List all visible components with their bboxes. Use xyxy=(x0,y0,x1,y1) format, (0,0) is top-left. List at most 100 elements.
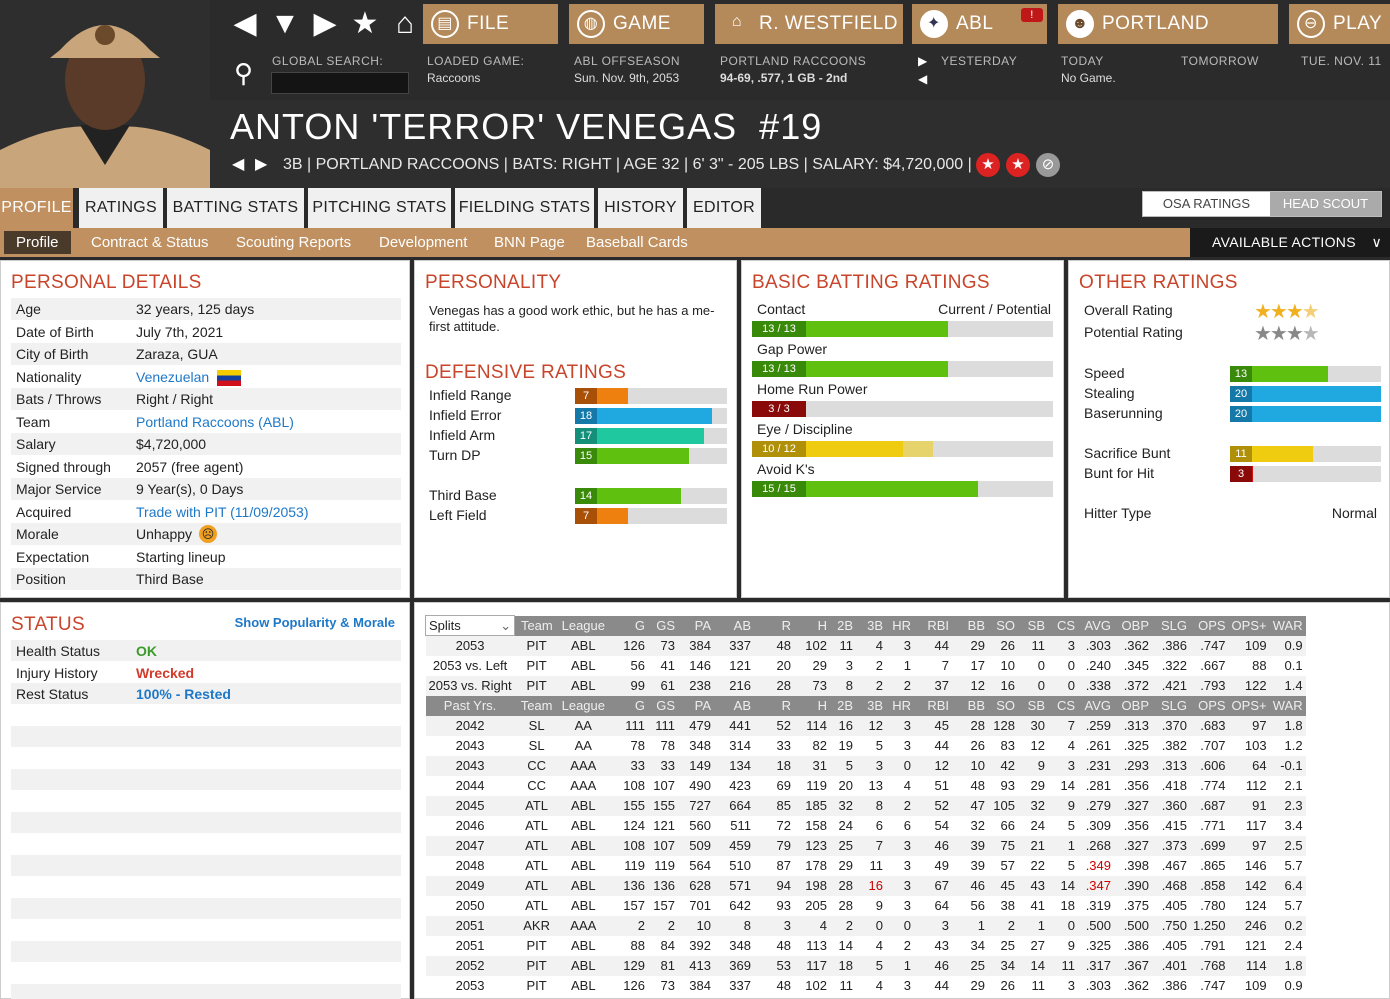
column-header[interactable]: R xyxy=(754,615,794,636)
column-header[interactable]: 3B xyxy=(856,615,886,636)
column-header[interactable]: SB xyxy=(1018,695,1048,716)
table-row[interactable]: 2051 PIT ABL 88 84 392 348 48 113 14 4 2 43 34 25 27 9 .3… xyxy=(426,936,1306,956)
league-button[interactable]: ✦ ABL ! xyxy=(912,4,1047,44)
column-header[interactable]: OBP xyxy=(1114,695,1152,716)
osa-ratings-option[interactable]: OSA RATINGS xyxy=(1162,196,1251,211)
column-header[interactable]: 2B xyxy=(830,695,856,716)
table-row[interactable]: 2050 ATL ABL 157 157 701 642 93 205 28 9 3 64 56 38 41 1… xyxy=(426,896,1306,916)
team-button[interactable]: ☻ PORTLAND xyxy=(1058,4,1278,44)
home-icon[interactable]: ⌂ xyxy=(395,7,415,40)
tab-history[interactable]: HISTORY xyxy=(598,188,683,228)
column-header[interactable]: BB xyxy=(952,695,988,716)
subtab-profile[interactable]: Profile xyxy=(4,231,71,254)
table-row[interactable]: 2049 ATL ABL 136 136 628 571 94 198 28 16 3 67 46 45 43… xyxy=(425,875,1306,896)
column-header[interactable]: 2B xyxy=(830,615,856,636)
tab-pitching-stats[interactable]: PITCHING STATS xyxy=(308,188,451,228)
column-header[interactable]: CS xyxy=(1048,695,1078,716)
column-header[interactable]: OPS xyxy=(1190,615,1229,636)
next-player-icon[interactable]: ▶ xyxy=(255,156,268,173)
dropdown-arrow-icon[interactable]: ▼ xyxy=(270,7,300,40)
column-header[interactable]: 3B xyxy=(856,695,886,716)
column-header[interactable]: AVG xyxy=(1078,615,1114,636)
tab-profile[interactable]: PROFILE xyxy=(0,188,73,228)
column-header[interactable]: WAR xyxy=(1269,695,1306,716)
table-row[interactable]: 2053 vs. Left PIT ABL 56 41 146 121 20 29 3 2 1 7 17 1… xyxy=(426,656,1306,676)
column-header[interactable]: BB xyxy=(952,615,988,636)
column-header[interactable]: HR xyxy=(886,695,914,716)
prev-player-icon[interactable]: ◀ xyxy=(232,156,245,173)
prev-arrow-icon[interactable]: ◀ xyxy=(918,72,928,86)
back-arrow-icon[interactable]: ◀ xyxy=(233,7,257,40)
tab-ratings[interactable]: RATINGS xyxy=(79,188,163,228)
column-header[interactable]: League xyxy=(558,615,608,636)
column-header[interactable]: Past Yrs. xyxy=(425,695,515,716)
column-header[interactable]: RBI xyxy=(914,695,952,716)
head-scout-option[interactable]: HEAD SCOUT xyxy=(1270,192,1381,216)
detail-value[interactable]: Trade with PIT (11/09/2053) xyxy=(136,503,309,520)
table-row[interactable]: 2051 AKR AAA 2 2 10 8 3 4 2 0 0 3 1 2 1 0.500.500.750 1.2… xyxy=(425,915,1306,936)
table-row[interactable]: 2045 ATL ABL 155 155 727 664 85 185 32 8 2 52 47 105 32… xyxy=(425,795,1306,816)
next-arrow-icon[interactable]: ▶ xyxy=(918,54,928,68)
column-header[interactable]: CS xyxy=(1048,615,1078,636)
column-header[interactable]: OBP xyxy=(1114,615,1152,636)
game-button[interactable]: ◍ GAME xyxy=(569,4,704,44)
table-row[interactable]: 2047 ATL ABL 108 107 509 459 79 123 25 7 3 46 39 75 21 1… xyxy=(425,835,1306,856)
table-row[interactable]: 2044 CC AAA 108 107 490 423 69 119 20 13 4 51 48 93 29 1… xyxy=(426,776,1306,796)
column-header[interactable]: GS xyxy=(648,695,678,716)
column-header[interactable]: AB xyxy=(714,695,754,716)
column-header[interactable]: GS xyxy=(648,615,678,636)
subtab-contract-status[interactable]: Contract & Status xyxy=(91,234,209,251)
show-popularity-link[interactable]: Show Popularity & Morale xyxy=(234,615,395,630)
column-header[interactable]: G xyxy=(608,695,648,716)
column-header[interactable]: HR xyxy=(886,615,914,636)
tab-fielding-stats[interactable]: FIELDING STATS xyxy=(455,188,594,228)
table-row[interactable]: 2042 SL AA 111 111 479 441 52 114 16 12 3 45 28 128 30 7… xyxy=(425,715,1306,736)
column-header[interactable]: SLG xyxy=(1152,615,1190,636)
column-header[interactable]: SLG xyxy=(1152,695,1190,716)
alert-badge-icon[interactable]: ! xyxy=(1021,8,1043,22)
column-header[interactable]: SB xyxy=(1018,615,1048,636)
subtab-baseball-cards[interactable]: Baseball Cards xyxy=(586,234,688,251)
favorite-star-icon[interactable]: ★ xyxy=(351,7,379,40)
table-row[interactable]: 2048 ATL ABL 119 119 564 510 87 178 29 11 3 49 39 57 22… xyxy=(426,856,1306,876)
column-header[interactable]: G xyxy=(608,615,648,636)
column-header[interactable]: Team xyxy=(514,615,559,636)
tab-editor[interactable]: EDITOR xyxy=(687,188,761,228)
available-actions-button[interactable]: AVAILABLE ACTIONS ∨ xyxy=(1190,228,1390,257)
column-header[interactable]: H xyxy=(794,615,830,636)
table-row[interactable]: 2053 PIT ABL 126 73 384 337 48 102 11 4 3 44 29 26 11 3.… xyxy=(425,635,1306,656)
column-header[interactable]: Team xyxy=(514,695,559,716)
column-header[interactable]: AB xyxy=(714,615,754,636)
forward-arrow-icon[interactable]: ▶ xyxy=(313,7,337,40)
column-header[interactable]: PA xyxy=(678,615,714,636)
column-header[interactable]: AVG xyxy=(1078,695,1114,716)
column-header[interactable]: SO xyxy=(988,695,1018,716)
column-header[interactable]: RBI xyxy=(914,615,952,636)
column-header[interactable]: H xyxy=(794,695,830,716)
table-row[interactable]: 2046 ATL ABL 124 121 560 511 72 158 24 6 6 54 32 66 24 5… xyxy=(426,816,1306,836)
file-button[interactable]: ▤ FILE xyxy=(423,4,558,44)
detail-value[interactable]: Venezuelan xyxy=(136,368,210,385)
table-row[interactable]: 2053 vs. Right PIT ABL 99 61 238 216 28 73 8 2 2 37 1… xyxy=(425,675,1306,696)
column-header[interactable]: WAR xyxy=(1269,615,1306,636)
global-search-input[interactable] xyxy=(271,72,409,94)
subtab-bnn-page[interactable]: BNN Page xyxy=(494,234,565,251)
table-row[interactable]: 2043 CC AAA 33 33 149 134 18 31 5 3 0 12 10 42 9 3.231.2… xyxy=(425,755,1306,776)
table-row[interactable]: 2053 PIT ABL 126 73 384 337 48 102 11 4 3 44 29 26 11 3.… xyxy=(426,976,1306,996)
column-header[interactable]: OPS+ xyxy=(1228,615,1270,636)
column-header[interactable]: PA xyxy=(678,695,714,716)
column-header[interactable]: R xyxy=(754,695,794,716)
manager-button[interactable]: ⌂ R. WESTFIELD xyxy=(715,4,903,44)
search-icon[interactable]: ⚲ xyxy=(234,58,254,88)
column-header[interactable]: OPS+ xyxy=(1228,695,1270,716)
play-button[interactable]: ⊖ PLAY xyxy=(1289,4,1390,44)
column-header[interactable]: League xyxy=(558,695,608,716)
subtab-scouting-reports[interactable]: Scouting Reports xyxy=(236,234,352,251)
table-row[interactable]: 2043 SL AA 78 78 348 314 33 82 19 5 3 44 26 83 12 4 .261.… xyxy=(426,736,1306,756)
column-header[interactable]: OPS xyxy=(1190,695,1229,716)
subtab-development[interactable]: Development xyxy=(379,234,468,251)
splits-dropdown[interactable]: Splits ⌄ xyxy=(424,615,516,636)
table-row[interactable]: 2052 PIT ABL 129 81 413 369 53 117 18 5 1 46 25 34 14 11… xyxy=(425,955,1306,976)
column-header[interactable]: SO xyxy=(988,615,1018,636)
tab-batting-stats[interactable]: BATTING STATS xyxy=(167,188,304,228)
